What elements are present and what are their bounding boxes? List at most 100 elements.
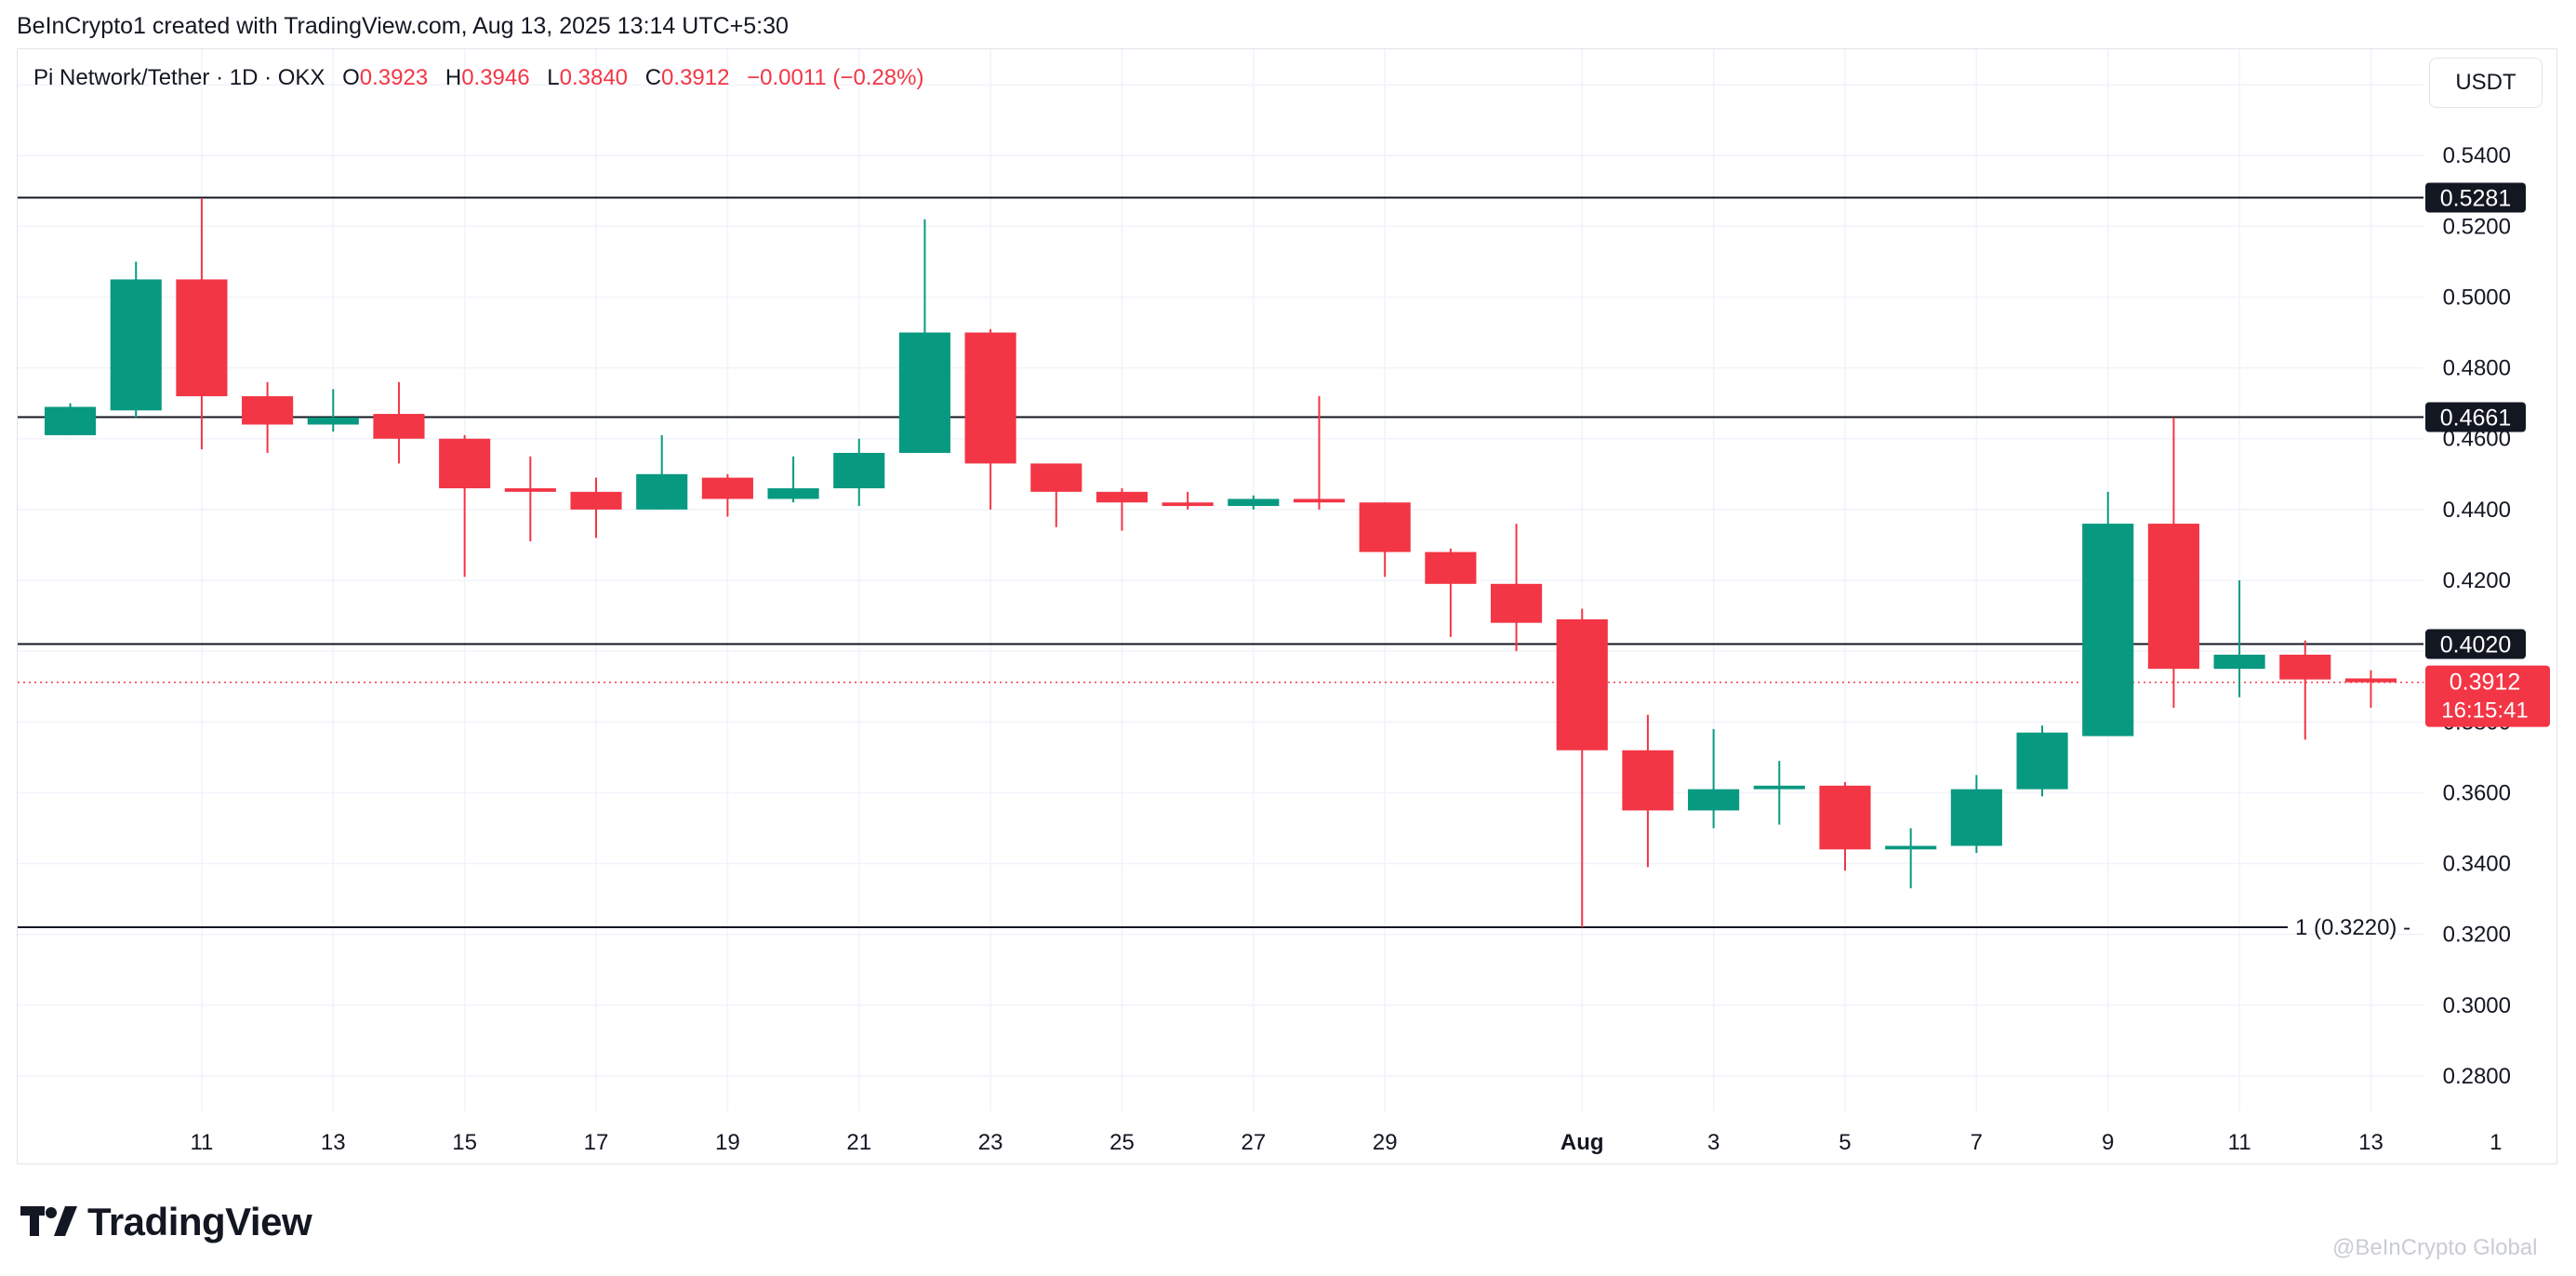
candle-down xyxy=(373,381,425,464)
candle-body xyxy=(439,438,491,489)
candle-body xyxy=(373,414,425,439)
open-label: O xyxy=(342,65,360,90)
candle-down xyxy=(176,197,228,450)
candle-down xyxy=(570,477,622,538)
candle-up xyxy=(2213,580,2265,698)
candle-body xyxy=(1228,498,1280,507)
candle-body xyxy=(1885,845,1937,850)
candle-body xyxy=(1753,785,1805,790)
ohlc-legend: Pi Network/Tether · 1D · OKX O0.3923 H0.… xyxy=(33,65,923,91)
candle-up xyxy=(44,403,97,435)
candle-body xyxy=(1819,785,1871,850)
candle-up xyxy=(636,434,688,510)
price-labels: 0.5281 0.4661 0.4020 1 (0.3220) - 0.391216:1… xyxy=(2295,182,2550,940)
change-value: −0.0011 (−0.28%) xyxy=(747,65,924,90)
tradingview-logo[interactable]: TradingView xyxy=(20,1200,312,1244)
candle-down xyxy=(964,328,1016,510)
candle-body xyxy=(1359,502,1411,552)
candle-down xyxy=(2344,670,2397,709)
candle-body xyxy=(242,396,294,425)
watermark: @BeInCrypto Global xyxy=(2332,1235,2538,1260)
candle-body xyxy=(2016,732,2068,790)
x-tick-label: 23 xyxy=(978,1130,1003,1155)
x-tick-label: 21 xyxy=(846,1130,871,1155)
candles xyxy=(44,197,2397,928)
candle-up xyxy=(1688,728,1740,829)
close-label: C xyxy=(644,65,662,90)
candle-up xyxy=(898,219,950,453)
candle-up xyxy=(1228,495,1280,510)
candle-down xyxy=(1359,502,1411,578)
candle-up xyxy=(1753,761,1805,825)
x-tick-label: 29 xyxy=(1373,1130,1398,1155)
y-tick-label: 0.2800 xyxy=(2443,1064,2511,1089)
level-price-label: 0.4020 xyxy=(2440,632,2511,658)
level-price-label: 0.4661 xyxy=(2440,405,2511,432)
level-price-tag xyxy=(2425,629,2526,659)
candle-body xyxy=(701,477,753,499)
low-value: 0.3840 xyxy=(559,65,629,90)
candle-down xyxy=(439,434,491,578)
grid-lines xyxy=(18,49,2423,1111)
candle-body xyxy=(176,279,228,397)
x-tick-label: 17 xyxy=(584,1130,609,1155)
candle-up xyxy=(1950,775,2002,854)
candle-down xyxy=(2147,417,2199,709)
x-tick-label: 1 xyxy=(2490,1130,2502,1155)
candle-body xyxy=(636,473,688,510)
candle-body xyxy=(2279,654,2331,680)
x-tick-label: 19 xyxy=(715,1130,740,1155)
candle-body xyxy=(1293,498,1346,503)
candle-down xyxy=(1556,608,1608,928)
x-tick-label: 3 xyxy=(1707,1130,1720,1155)
candle-body xyxy=(964,332,1016,464)
candle-up xyxy=(2082,491,2134,737)
current-price-label: 0.3912 xyxy=(2450,670,2520,696)
x-tick-label: 9 xyxy=(2102,1130,2114,1155)
candle-body xyxy=(1688,789,1740,811)
candle-down xyxy=(1622,714,1674,868)
high-label: H xyxy=(445,65,462,90)
candle-up xyxy=(307,389,359,432)
candle-up xyxy=(1885,828,1937,889)
x-tick-label: 11 xyxy=(2228,1130,2251,1155)
candle-body xyxy=(1950,789,2002,846)
open-value: 0.3923 xyxy=(359,65,429,90)
x-tick-label: Aug xyxy=(1560,1130,1604,1155)
x-tick-label: 25 xyxy=(1109,1130,1135,1155)
candle-down xyxy=(1162,491,1214,510)
y-tick-label: 0.3000 xyxy=(2443,993,2511,1018)
symbol-title[interactable]: Pi Network/Tether · 1D · OKX xyxy=(33,65,325,90)
candle-down xyxy=(1030,463,1082,527)
candle-body xyxy=(1162,502,1214,507)
candle-body xyxy=(1622,750,1674,811)
candle-down xyxy=(1425,548,1477,637)
candle-body xyxy=(1491,583,1543,623)
candle-body xyxy=(898,332,950,453)
x-tick-label: 15 xyxy=(452,1130,477,1155)
currency-unit-button[interactable]: USDT xyxy=(2429,58,2543,108)
chart-credit: BeInCrypto1 created with TradingView.com… xyxy=(17,13,789,39)
candle-up xyxy=(767,456,819,503)
high-value: 0.3946 xyxy=(461,65,530,90)
x-tick-label: 13 xyxy=(321,1130,346,1155)
x-tick-label: 11 xyxy=(190,1130,213,1155)
candle-body xyxy=(2213,654,2265,670)
candle-body xyxy=(504,488,556,492)
chart-frame xyxy=(17,48,2557,1164)
x-tick-label: 13 xyxy=(2358,1130,2383,1155)
candle-body xyxy=(833,452,885,489)
y-tick-label: 0.5400 xyxy=(2443,143,2511,168)
low-label: L xyxy=(547,65,560,90)
y-tick-label: 0.5000 xyxy=(2443,285,2511,310)
candle-body xyxy=(110,279,162,411)
candle-down xyxy=(1819,781,1871,871)
level-price-label: 0.5281 xyxy=(2440,185,2511,211)
candle-body xyxy=(570,491,622,510)
candle-up xyxy=(833,438,885,507)
candle-body xyxy=(1095,491,1149,503)
x-tick-label: 27 xyxy=(1241,1130,1266,1155)
x-axis: 11 13 15 17 19 21 23 25 27 29 Aug 3 5 7 9 11 13 1 xyxy=(190,1130,2502,1155)
candle-body xyxy=(1030,463,1082,492)
